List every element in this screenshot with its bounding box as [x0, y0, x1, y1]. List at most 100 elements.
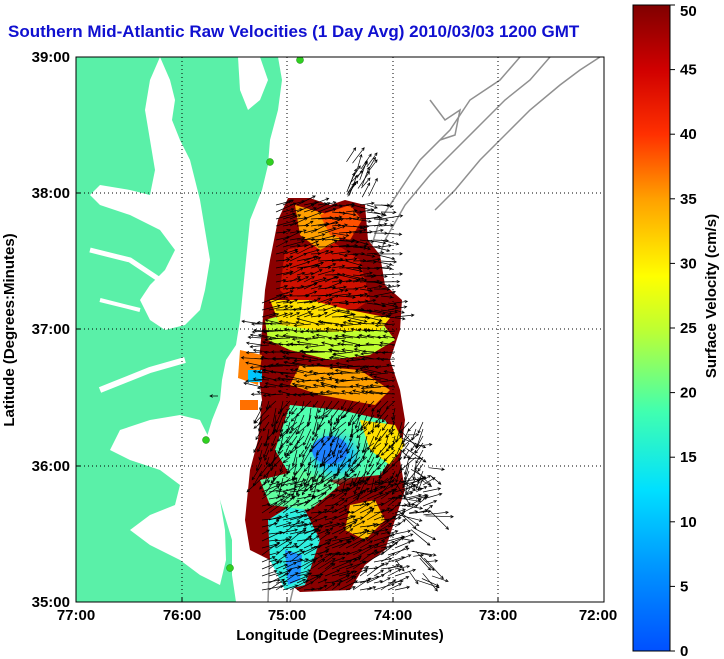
velocity-arrow	[352, 285, 368, 290]
velocity-arrow	[279, 371, 298, 376]
x-tick-label: 74:00	[374, 607, 412, 624]
velocity-arrow	[373, 547, 388, 556]
velocity-arrow	[352, 292, 368, 297]
velocity-arrow	[257, 370, 270, 374]
velocity-arrow	[310, 558, 326, 570]
velocity-arrow	[317, 493, 333, 507]
velocity-arrow	[374, 350, 389, 355]
velocity-arrow	[331, 232, 350, 237]
velocity-arrow	[373, 281, 392, 288]
velocity-arrow	[333, 337, 347, 341]
velocity-arrow	[380, 244, 392, 248]
velocity-arrow	[359, 271, 373, 276]
velocity-arrow	[365, 365, 382, 369]
velocity-arrow	[315, 379, 326, 383]
velocity-arrow	[282, 230, 303, 241]
velocity-arrow	[268, 571, 283, 577]
velocity-arrow	[240, 356, 263, 360]
velocity-arrow	[331, 223, 342, 227]
velocity-arrow	[366, 257, 382, 262]
velocity-arrow	[380, 553, 396, 563]
velocity-arrow	[331, 489, 349, 500]
colorbar-tick-label: 25	[680, 320, 697, 337]
velocity-arrow	[422, 500, 438, 507]
velocity-arrow	[423, 510, 449, 516]
velocity-arrow	[316, 328, 326, 333]
velocity-arrow	[376, 335, 389, 339]
velocity-arrow	[331, 574, 351, 584]
velocity-arrow	[268, 341, 284, 346]
velocity-arrow	[310, 508, 328, 521]
velocity-arrow	[338, 492, 348, 500]
velocity-arrow	[331, 285, 347, 290]
velocity-arrow	[302, 350, 326, 355]
velocity-arrow	[366, 492, 383, 500]
velocity-arrow	[294, 368, 312, 374]
velocity-arrow	[304, 344, 326, 349]
velocity-arrow	[352, 278, 368, 283]
velocity-arrow	[296, 340, 319, 346]
velocity-arrow	[271, 407, 277, 428]
velocity-arrow	[366, 309, 386, 315]
velocity-arrow	[265, 400, 270, 411]
velocity-arrow	[345, 209, 358, 213]
velocity-arrow	[296, 483, 310, 493]
velocity-arrow	[303, 276, 315, 283]
velocity-arrow	[265, 456, 270, 466]
velocity-arrow	[349, 477, 354, 488]
velocity-arrow	[255, 456, 263, 472]
velocity-arrow	[380, 309, 398, 314]
velocity-arrow	[304, 337, 319, 342]
velocity-arrow	[316, 442, 326, 456]
velocity-arrow	[338, 563, 354, 570]
velocity-arrow	[310, 499, 322, 507]
velocity-arrow	[303, 543, 314, 549]
velocity-arrow	[262, 421, 270, 432]
velocity-arrow	[289, 549, 304, 556]
velocity-arrow	[373, 302, 387, 308]
velocity-arrow	[395, 559, 405, 572]
velocity-arrow	[359, 377, 382, 381]
velocity-arrow	[352, 218, 372, 223]
velocity-arrow	[289, 435, 298, 446]
velocity-arrow	[310, 202, 331, 213]
velocity-arrow	[331, 250, 351, 255]
velocity-arrow	[359, 477, 371, 486]
velocity-arrow	[282, 536, 293, 542]
velocity-arrow	[348, 414, 354, 426]
velocity-arrow	[380, 534, 393, 542]
velocity-arrow	[364, 390, 382, 395]
velocity-arrow	[269, 370, 291, 374]
velocity-arrow	[415, 579, 440, 589]
velocity-arrow	[367, 449, 375, 464]
velocity-arrow	[243, 381, 263, 388]
velocity-arrow	[261, 294, 283, 304]
velocity-arrow	[279, 428, 284, 438]
velocity-arrow	[268, 488, 283, 493]
velocity-arrow	[367, 159, 378, 173]
velocity-arrow	[422, 487, 442, 493]
velocity-arrow	[380, 488, 395, 500]
velocity-arrow	[312, 400, 319, 408]
velocity-arrow	[366, 499, 376, 507]
velocity-arrow	[314, 470, 326, 483]
velocity-arrow	[324, 562, 334, 570]
velocity-arrow	[341, 339, 361, 346]
velocity-arrow	[352, 538, 366, 549]
velocity-arrow	[368, 177, 378, 197]
velocity-arrow	[289, 527, 307, 542]
velocity-arrow	[331, 428, 347, 443]
velocity-arrow	[310, 277, 327, 283]
colorbar-tick-label: 20	[680, 385, 697, 402]
y-tick-label: 39:00	[32, 49, 70, 66]
velocity-arrow	[342, 329, 354, 334]
velocity-arrow	[380, 214, 404, 220]
velocity-arrow	[310, 529, 322, 535]
velocity-arrow	[349, 428, 361, 438]
velocity-arrow	[317, 294, 340, 304]
velocity-arrow	[359, 246, 372, 251]
velocity-arrow	[373, 265, 391, 269]
velocity-arrow	[324, 289, 344, 297]
velocity-arrow	[415, 442, 433, 447]
velocity-arrow	[331, 535, 354, 542]
